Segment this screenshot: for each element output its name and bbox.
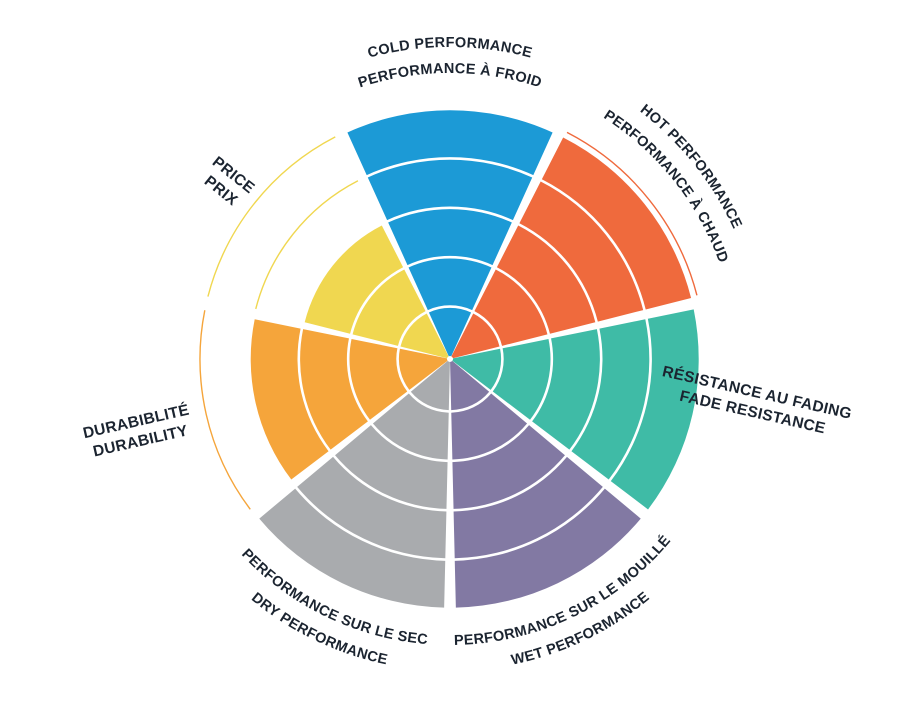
svg-text:PERFORMANCE À FROID: PERFORMANCE À FROID	[356, 61, 543, 91]
svg-text:COLD PERFORMANCE: COLD PERFORMANCE	[366, 35, 534, 62]
